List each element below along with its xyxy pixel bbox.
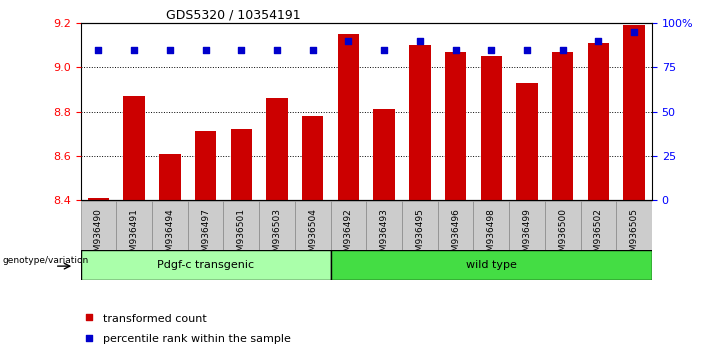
Bar — [259, 201, 295, 250]
Bar — [81, 250, 331, 280]
Point — [629, 29, 640, 35]
Text: GSM936502: GSM936502 — [594, 208, 603, 263]
Point — [271, 47, 283, 52]
Bar — [302, 116, 323, 200]
Bar — [295, 201, 331, 250]
Point — [200, 47, 211, 52]
Text: GSM936504: GSM936504 — [308, 208, 318, 263]
Text: GDS5320 / 10354191: GDS5320 / 10354191 — [166, 9, 301, 22]
Bar — [231, 129, 252, 200]
Point — [379, 47, 390, 52]
Bar — [516, 83, 538, 200]
Bar — [587, 43, 609, 200]
Text: GSM936500: GSM936500 — [558, 208, 567, 263]
Point — [593, 38, 604, 44]
Text: GSM936490: GSM936490 — [94, 208, 103, 263]
Bar — [545, 201, 580, 250]
Point — [557, 47, 569, 52]
Text: GSM936493: GSM936493 — [380, 208, 388, 263]
Text: GSM936501: GSM936501 — [237, 208, 246, 263]
Text: GSM936505: GSM936505 — [629, 208, 639, 263]
Text: transformed count: transformed count — [104, 314, 207, 324]
Bar — [623, 25, 645, 200]
Point — [128, 47, 139, 52]
Point — [83, 314, 95, 320]
Bar — [437, 201, 473, 250]
Text: wild type: wild type — [465, 259, 517, 270]
Point — [93, 47, 104, 52]
Point — [343, 38, 354, 44]
Bar — [331, 250, 652, 280]
Bar — [338, 34, 359, 200]
Point — [522, 47, 533, 52]
Text: GSM936503: GSM936503 — [273, 208, 282, 263]
Bar — [159, 154, 181, 200]
Point — [83, 335, 95, 341]
Text: GSM936498: GSM936498 — [486, 208, 496, 263]
Bar — [409, 45, 430, 200]
Text: GSM936496: GSM936496 — [451, 208, 460, 263]
Bar — [188, 201, 224, 250]
Bar — [481, 56, 502, 200]
Bar — [331, 201, 366, 250]
Text: GSM936495: GSM936495 — [415, 208, 424, 263]
Point — [164, 47, 175, 52]
Point — [486, 47, 497, 52]
Bar — [88, 198, 109, 200]
Text: genotype/variation: genotype/variation — [2, 256, 88, 264]
Text: GSM936497: GSM936497 — [201, 208, 210, 263]
Point — [450, 47, 461, 52]
Bar — [152, 201, 188, 250]
Bar — [266, 98, 287, 200]
Text: Pdgf-c transgenic: Pdgf-c transgenic — [157, 259, 254, 270]
Bar — [445, 52, 466, 200]
Bar — [81, 201, 116, 250]
Bar — [116, 201, 152, 250]
Bar — [224, 201, 259, 250]
Bar — [195, 131, 217, 200]
Bar — [123, 96, 145, 200]
Text: GSM936492: GSM936492 — [344, 208, 353, 263]
Point — [414, 38, 426, 44]
Bar — [580, 201, 616, 250]
Bar — [374, 109, 395, 200]
Text: GSM936494: GSM936494 — [165, 208, 175, 263]
Bar — [402, 201, 437, 250]
Text: GSM936491: GSM936491 — [130, 208, 139, 263]
Bar — [509, 201, 545, 250]
Text: GSM936499: GSM936499 — [522, 208, 531, 263]
Point — [236, 47, 247, 52]
Bar — [473, 201, 509, 250]
Bar — [552, 52, 573, 200]
Bar — [616, 201, 652, 250]
Text: percentile rank within the sample: percentile rank within the sample — [104, 335, 292, 344]
Point — [307, 47, 318, 52]
Bar — [366, 201, 402, 250]
